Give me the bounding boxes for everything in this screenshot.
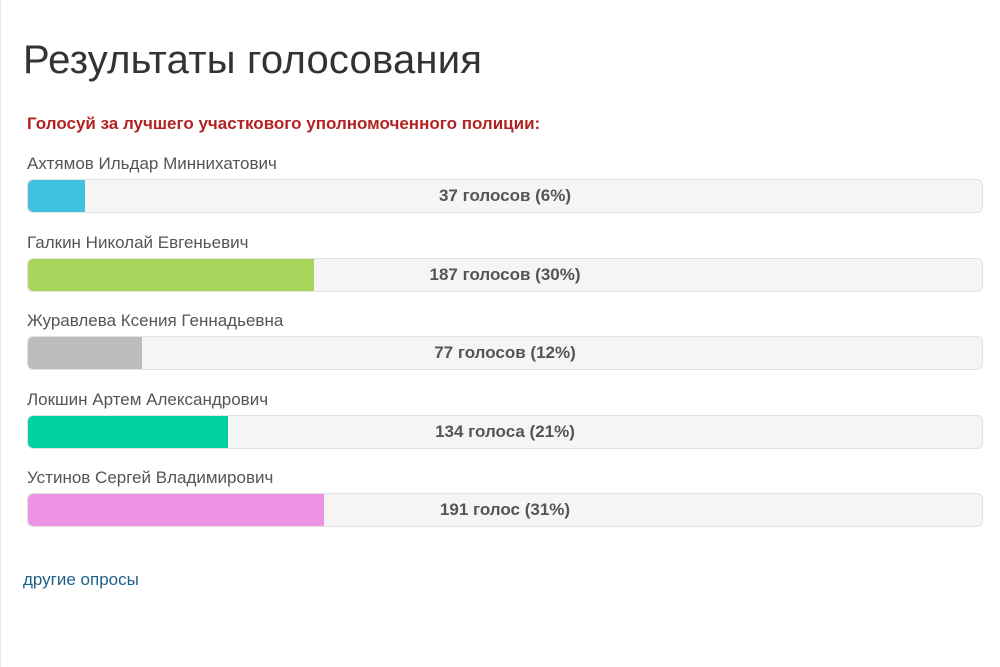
- vote-progress-bar: 37 голосов (6%): [27, 179, 983, 213]
- vote-progress-bar: 191 голос (31%): [27, 493, 983, 527]
- candidate-name: Устинов Сергей Владимирович: [27, 468, 274, 487]
- candidate-name: Журавлева Ксения Геннадьевна: [27, 311, 284, 330]
- vote-count-label: 134 голоса (21%): [435, 421, 575, 441]
- candidate-name: Галкин Николай Евгеньевич: [27, 232, 249, 252]
- poll-result-item: Локшин Артем Александрович 134 голоса (2…: [27, 386, 985, 465]
- page-title: Результаты голосования: [23, 38, 483, 82]
- vote-count-label: 77 голосов (12%): [434, 343, 576, 362]
- vote-progress-bar: 77 голосов (12%): [27, 336, 983, 370]
- vote-progress-fill: [28, 258, 315, 291]
- poll-results-list: Ахтямов Ильдар Миннихатович 37 голосов (…: [27, 150, 985, 543]
- poll-question: Голосуй за лучшего участкового уполномоч…: [27, 114, 541, 133]
- other-polls-link[interactable]: другие опросы: [23, 570, 139, 589]
- vote-progress-fill: [28, 337, 143, 369]
- candidate-name: Локшин Артем Александрович: [27, 389, 269, 409]
- vote-progress-fill: [28, 180, 86, 212]
- poll-result-item: Устинов Сергей Владимирович 191 голос (3…: [27, 464, 985, 543]
- candidate-name: Ахтямов Ильдар Миннихатович: [27, 154, 277, 173]
- vote-count-label: 37 голосов (6%): [438, 186, 572, 205]
- poll-result-item: Ахтямов Ильдар Миннихатович 37 голосов (…: [27, 150, 985, 229]
- poll-result-item: Галкин Николай Евгеньевич 187 голосов (3…: [27, 229, 985, 308]
- vote-progress-fill: [28, 415, 229, 448]
- vote-progress-bar: 187 голосов (30%): [27, 257, 983, 292]
- vote-progress-fill: [28, 494, 324, 526]
- poll-result-item: Журавлева Ксения Геннадьевна 77 голосов …: [27, 307, 985, 386]
- vote-progress-bar: 134 голоса (21%): [27, 414, 983, 449]
- vote-count-label: 191 голос (31%): [439, 500, 571, 519]
- vote-count-label: 187 голосов (30%): [429, 264, 581, 284]
